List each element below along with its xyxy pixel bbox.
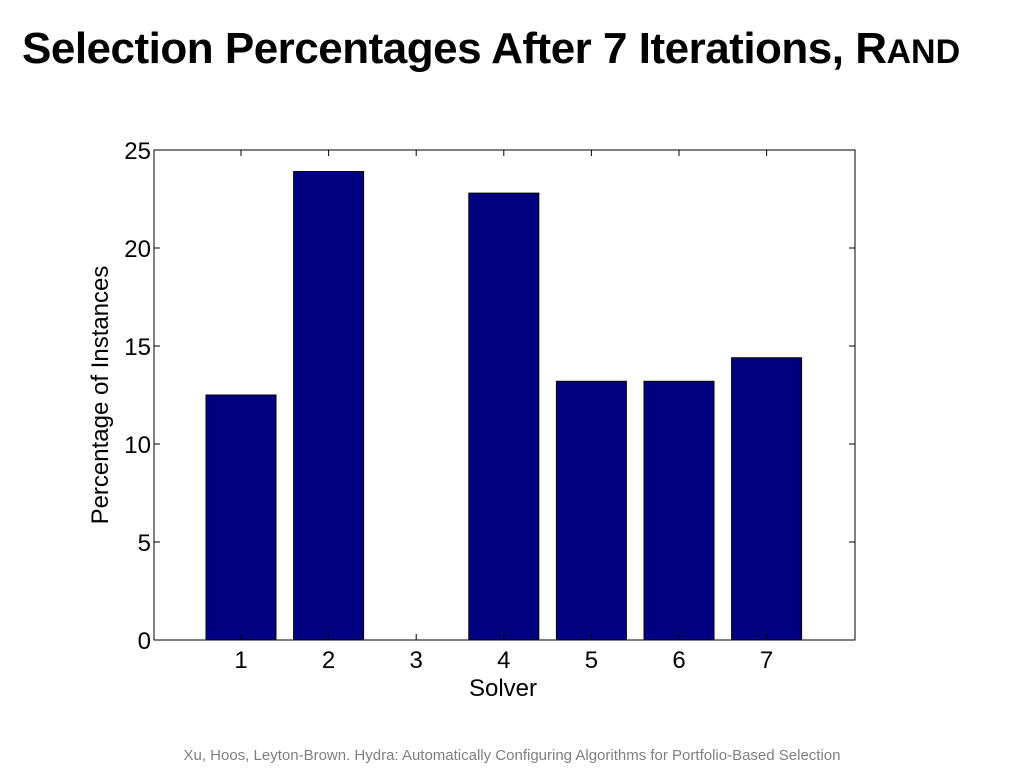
- y-tick-label: 15: [124, 334, 151, 361]
- x-tick-label: 3: [410, 647, 423, 674]
- x-tick-label: 5: [585, 647, 598, 674]
- y-tick-label: 10: [124, 432, 151, 459]
- plot-frame: [153, 149, 856, 641]
- y-tick-label: 25: [124, 138, 151, 165]
- x-tick-label: 1: [234, 647, 247, 674]
- bar-solver-6: [643, 380, 715, 641]
- bar-solver-1: [205, 394, 277, 641]
- y-tick-label: 20: [124, 236, 151, 263]
- y-axis-label: Percentage of Instances: [87, 266, 114, 525]
- ticks-group: 1 2 3 4 5 6 7 0 5 10 15 20 25: [124, 138, 855, 674]
- x-tick-label: 4: [497, 647, 510, 674]
- y-tick-label: 0: [138, 628, 151, 655]
- x-tick-label: 2: [322, 647, 335, 674]
- slide-title: Selection Percentages After 7 Iterations…: [22, 24, 1012, 74]
- bar-solver-4: [468, 192, 540, 641]
- y-tick-label: 5: [138, 530, 151, 557]
- bar-solver-2: [293, 171, 365, 641]
- bar-solver-5: [555, 380, 627, 641]
- bars-group: [205, 171, 803, 641]
- footer-citation: Xu, Hoos, Leyton-Brown. Hydra: Automatic…: [183, 747, 841, 764]
- x-tick-label: 7: [760, 647, 773, 674]
- slide-title-smallcaps: AND: [886, 33, 961, 71]
- slide-title-main: Selection Percentages After 7 Iterations…: [22, 24, 887, 73]
- x-tick-label: 6: [672, 647, 685, 674]
- bar-solver-7: [731, 357, 803, 641]
- x-axis-label: Solver: [469, 675, 537, 702]
